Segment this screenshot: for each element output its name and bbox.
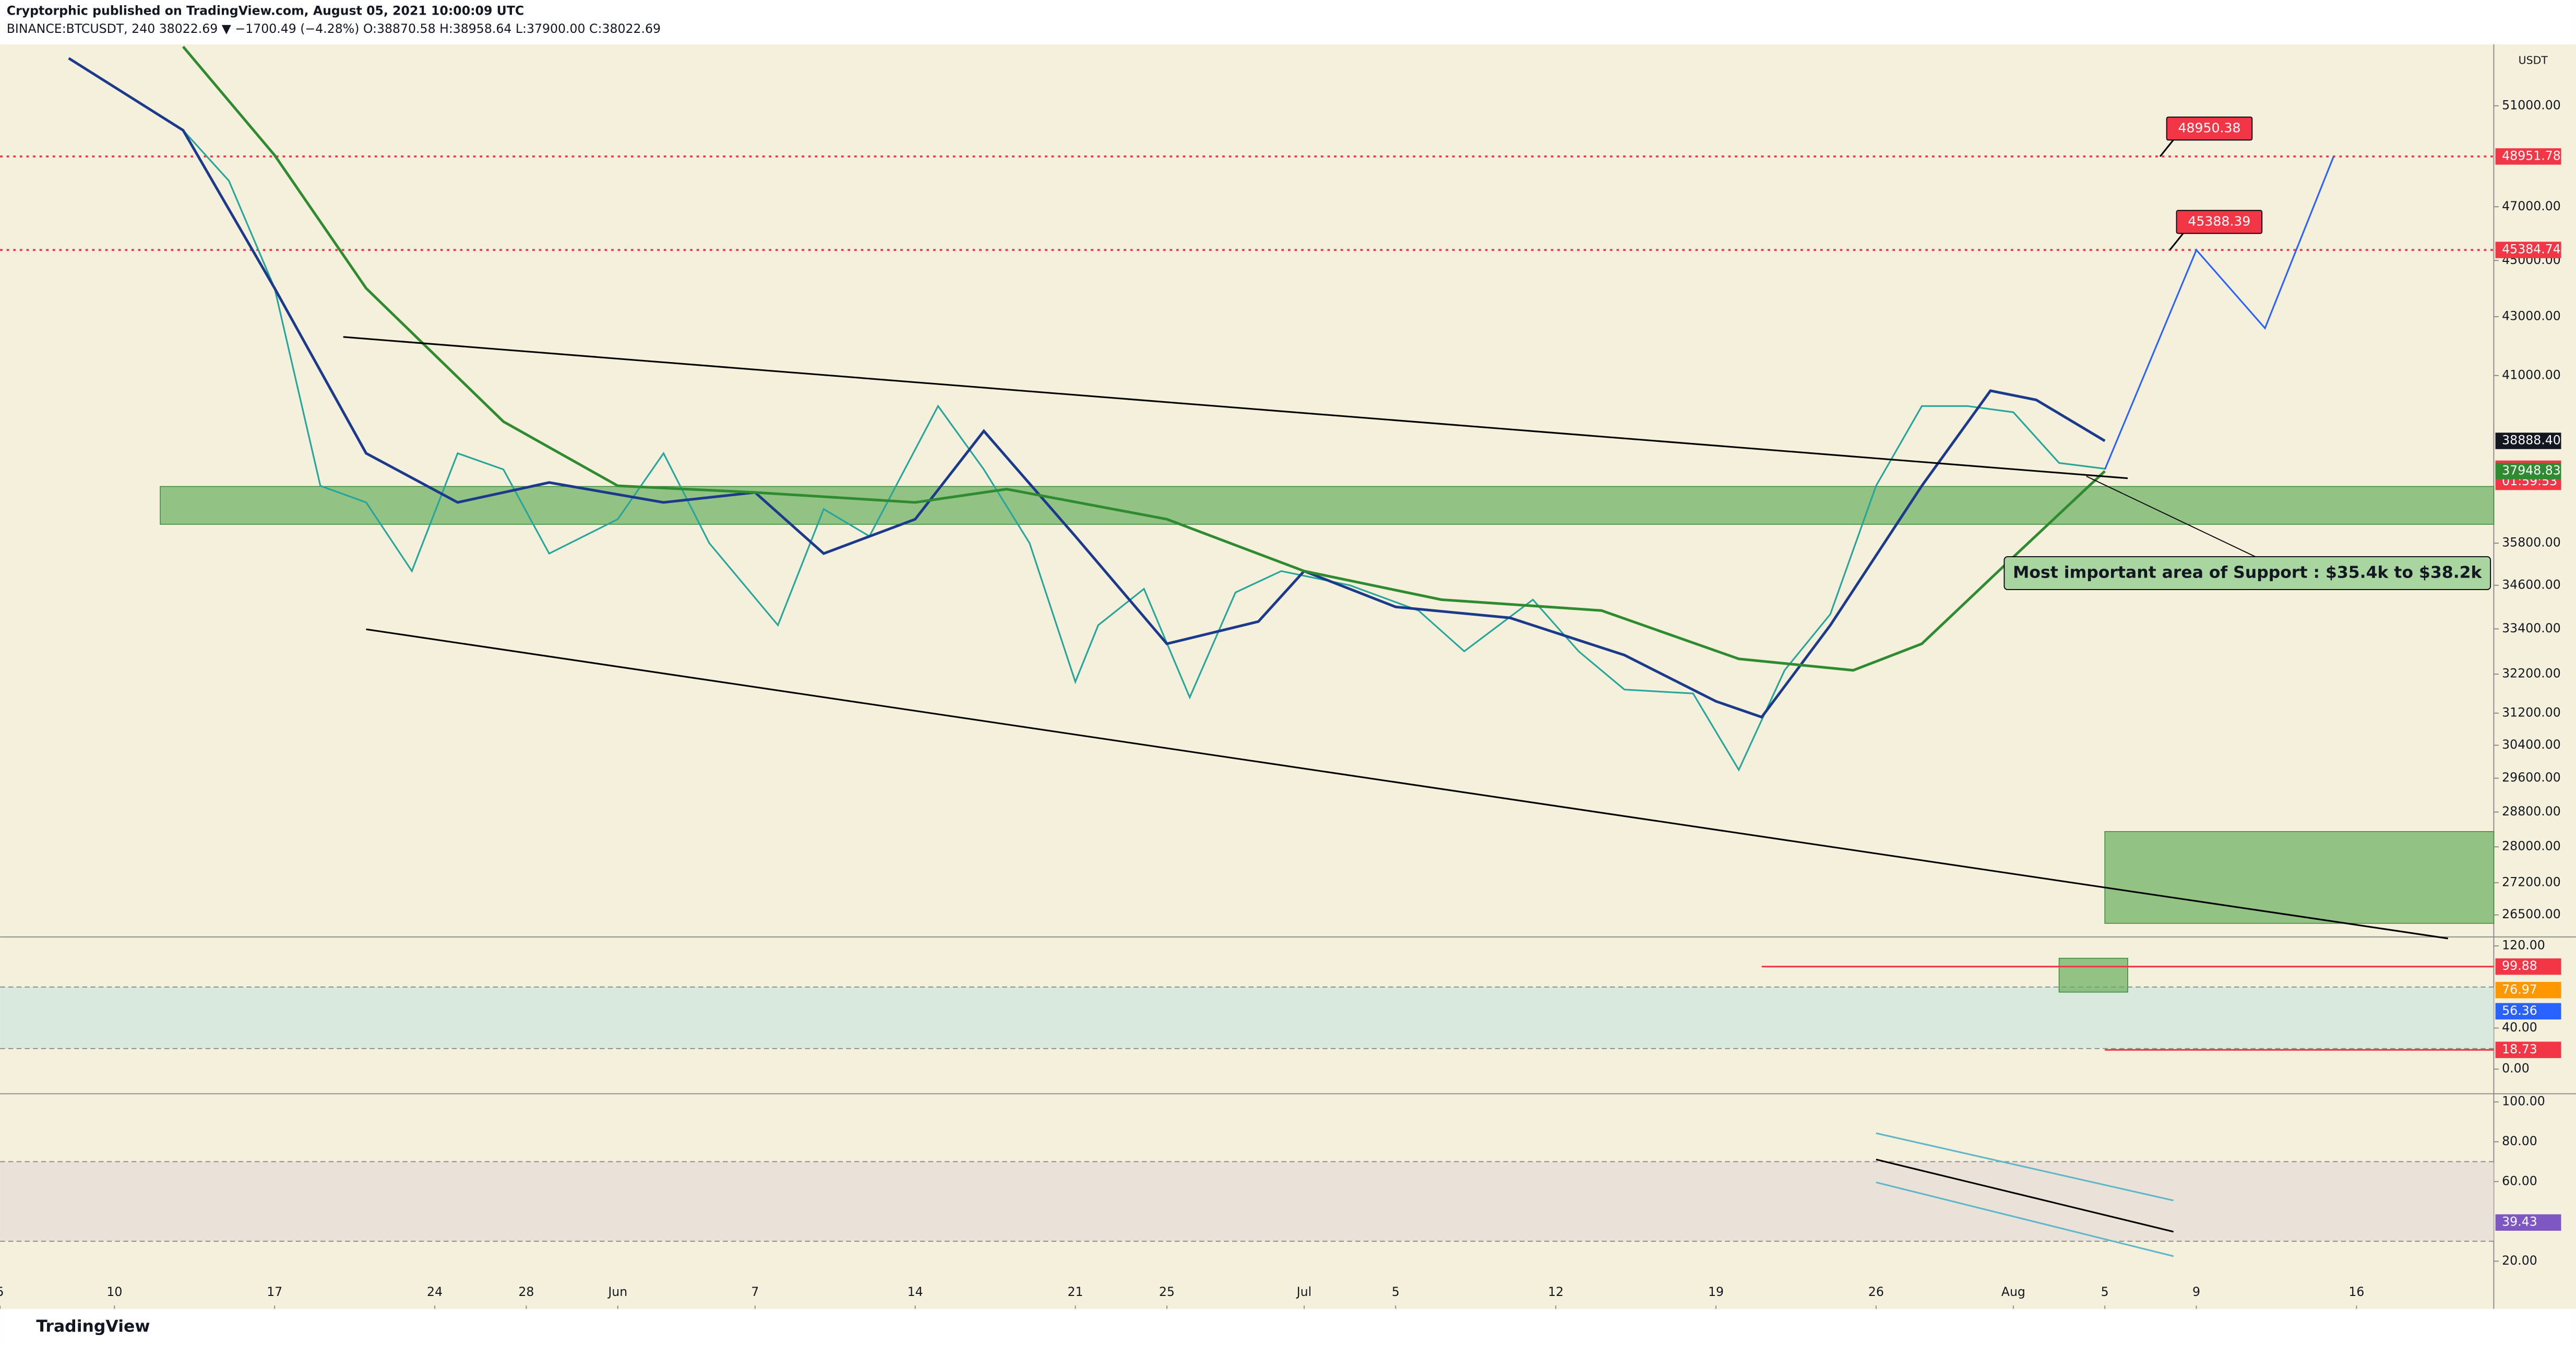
y-tick-label: 28000.00 [2502, 839, 2561, 854]
x-tick-label: 12 [1548, 1284, 1564, 1299]
y-tick-label: 30400.00 [2502, 737, 2561, 752]
price-label [2495, 433, 2561, 449]
y-tick-label: 40.00 [2502, 1020, 2537, 1035]
callout-text: 48950.38 [2178, 120, 2240, 135]
trend-line [1876, 1181, 2174, 1257]
price-label [2495, 242, 2561, 258]
x-tick-label: Aug [2001, 1284, 2025, 1299]
price-label-text: 76.97 [2502, 982, 2537, 996]
callout-pointer [2159, 139, 2174, 157]
y-tick-label: 27200.00 [2502, 874, 2561, 889]
zone [2104, 831, 2495, 924]
x-tick-label: 25 [1159, 1284, 1175, 1299]
zone [160, 486, 2495, 525]
price-label-text: 18.73 [2502, 1042, 2537, 1056]
price-label [2495, 1003, 2561, 1020]
x-tick-label: 26 [1868, 1284, 1884, 1299]
y-tick-label: 120.00 [2502, 938, 2545, 953]
annotation-pointer [2086, 475, 2259, 559]
zone [2058, 957, 2128, 993]
y-tick-label: 47000.00 [2502, 199, 2561, 213]
x-tick-label: Jul [1296, 1284, 1311, 1299]
x-tick-label: 17 [267, 1284, 282, 1299]
y-tick-label: 35800.00 [2502, 535, 2561, 550]
x-tick-label: 9 [2192, 1284, 2200, 1299]
y-tick-label: 29600.00 [2502, 770, 2561, 785]
annotation: Most important area of Support : $35.4k … [2013, 563, 2483, 582]
callout-box [2166, 116, 2253, 141]
callout-box [2176, 210, 2263, 234]
y-tick-label: 34600.00 [2502, 577, 2561, 592]
x-tick-label: 21 [1068, 1284, 1083, 1299]
price-label [2495, 1041, 2561, 1059]
y-tick-label: 60.00 [2502, 1173, 2537, 1188]
currency: USDT [2519, 54, 2548, 66]
x-tick-label: 5 [2101, 1284, 2109, 1299]
x-tick-label: 24 [427, 1284, 443, 1299]
series-line [182, 129, 2105, 772]
callout-text: 45388.39 [2188, 213, 2250, 229]
price-label [2495, 958, 2561, 975]
price-label-text: 56.36 [2502, 1003, 2537, 1018]
y-tick-label: 51000.00 [2502, 98, 2561, 112]
trend-line [2104, 156, 2335, 470]
x-tick-label: 19 [1708, 1284, 1724, 1299]
price-label [2495, 463, 2561, 479]
y-tick-label: 28800.00 [2502, 804, 2561, 819]
y-tick-label: 32200.00 [2502, 666, 2561, 681]
y-tick-label: 33400.00 [2502, 621, 2561, 635]
price-label-text: 38888.40 [2502, 433, 2561, 448]
x-tick-label: 14 [908, 1284, 923, 1299]
header-line: Cryptorphic published on TradingView.com… [7, 4, 524, 18]
x-tick-label: 5 [1392, 1284, 1400, 1299]
x-tick-label: 10 [106, 1284, 122, 1299]
header-symbol: BINANCE:BTCUSDT, 240 38022.69 ▼ −1700.49… [7, 21, 661, 36]
y-tick-label: 100.00 [2502, 1094, 2545, 1109]
callout-pointer [2169, 233, 2184, 250]
trend-line [1876, 1132, 2174, 1202]
x-tick-label: Jun [607, 1284, 627, 1299]
y-tick-label: 0.00 [2502, 1061, 2530, 1076]
price-label [2495, 148, 2561, 165]
y-tick-label: 20.00 [2502, 1253, 2537, 1268]
series-line [182, 45, 2106, 672]
x-tick-label: 16 [2348, 1284, 2364, 1299]
trend-line [366, 628, 2448, 940]
price-label-text: 99.88 [2502, 958, 2537, 973]
band [0, 1161, 2494, 1242]
footer-bar [0, 1308, 2576, 1345]
header-bar [0, 0, 2576, 44]
price-label [2495, 1214, 2561, 1231]
y-tick-label: 41000.00 [2502, 367, 2561, 382]
y-tick-label: 80.00 [2502, 1134, 2537, 1148]
y-tick-label: 31200.00 [2502, 705, 2561, 719]
y-tick-label: 43000.00 [2502, 308, 2561, 323]
x-tick-label: 7 [751, 1284, 759, 1299]
trend-line [1876, 1158, 2174, 1233]
trend-line [343, 336, 2128, 479]
price-label-text: 39.43 [2502, 1215, 2537, 1229]
series-line [68, 57, 2106, 719]
price-label-text: 45384.74 [2502, 242, 2561, 257]
y-tick-label: 26500.00 [2502, 907, 2561, 921]
price-label [2495, 982, 2561, 999]
annotation-box [2003, 556, 2491, 590]
x-tick-label: 5 [0, 1284, 4, 1299]
price-label-text: 48951.78 [2502, 148, 2561, 163]
footer-logo: TradingView [36, 1317, 150, 1336]
x-tick-label: 28 [518, 1284, 534, 1299]
band [0, 987, 2494, 1049]
price-label-text: 37948.83 [2502, 463, 2561, 477]
